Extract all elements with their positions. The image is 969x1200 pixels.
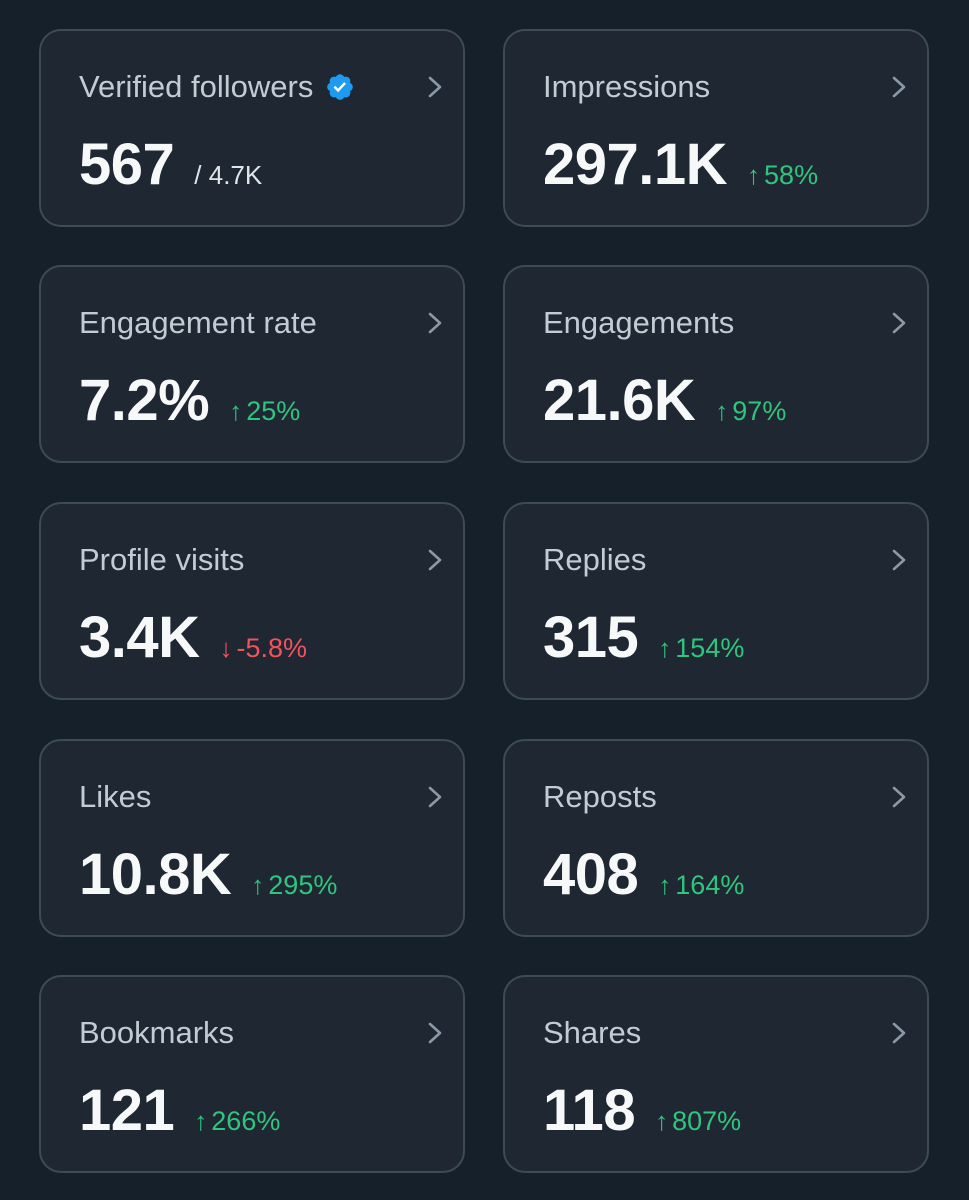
- delta-value: 97%: [732, 396, 787, 426]
- metric-row: 3.4K ↓ -5.8%: [79, 606, 307, 670]
- chevron-right-icon: [892, 76, 906, 98]
- chevron-right-icon: [428, 1022, 442, 1044]
- metric-delta: ↑ 164%: [658, 870, 744, 901]
- delta-value: 266%: [211, 1106, 281, 1136]
- metric-value: 567: [79, 132, 175, 197]
- card-impressions[interactable]: Impressions 297.1K ↑ 58%: [503, 29, 929, 227]
- card-shares[interactable]: Shares 118 ↑ 807%: [503, 975, 929, 1173]
- chevron-right-icon: [892, 549, 906, 571]
- metric-value: 10.8K: [79, 842, 232, 907]
- chevron-right-icon: [892, 1022, 906, 1044]
- card-profile-visits[interactable]: Profile visits 3.4K ↓ -5.8%: [39, 502, 465, 700]
- arrow-down-icon: ↓: [219, 633, 233, 663]
- arrow-up-icon: ↑: [747, 160, 761, 190]
- metric-row: 315 ↑ 154%: [543, 606, 744, 670]
- metric-row: 10.8K ↑ 295%: [79, 843, 337, 907]
- metric-row: 7.2% ↑ 25%: [79, 369, 300, 433]
- metric-delta: ↑ 266%: [194, 1106, 280, 1137]
- metric-delta: ↑ 58%: [747, 160, 818, 191]
- metric-delta: ↑ 154%: [658, 633, 744, 664]
- metric-value: 21.6K: [543, 368, 696, 433]
- arrow-up-icon: ↑: [251, 870, 265, 900]
- metric-row: 297.1K ↑ 58%: [543, 133, 818, 197]
- metric-value: 7.2%: [79, 368, 210, 433]
- arrow-up-icon: ↑: [658, 633, 672, 663]
- chevron-right-icon: [428, 549, 442, 571]
- arrow-up-icon: ↑: [194, 1106, 208, 1136]
- arrow-up-icon: ↑: [655, 1106, 669, 1136]
- delta-value: 25%: [246, 396, 301, 426]
- card-bookmarks[interactable]: Bookmarks 121 ↑ 266%: [39, 975, 465, 1173]
- verified-badge-icon: [327, 74, 354, 100]
- delta-value: 164%: [675, 870, 745, 900]
- chevron-right-icon: [428, 786, 442, 808]
- metric-row: 118 ↑ 807%: [543, 1079, 741, 1143]
- metric-value: 297.1K: [543, 132, 728, 197]
- metric-row: 567 / 4.7K: [79, 133, 262, 197]
- card-label: Reposts: [543, 779, 657, 814]
- card-reposts[interactable]: Reposts 408 ↑ 164%: [503, 739, 929, 937]
- metric-delta: ↑ 807%: [655, 1106, 741, 1137]
- metric-row: 21.6K ↑ 97%: [543, 369, 786, 433]
- delta-value: 154%: [675, 633, 745, 663]
- chevron-right-icon: [892, 312, 906, 334]
- card-replies[interactable]: Replies 315 ↑ 154%: [503, 502, 929, 700]
- metric-value: 315: [543, 605, 639, 670]
- metric-value: 3.4K: [79, 605, 200, 670]
- metric-row: 121 ↑ 266%: [79, 1079, 280, 1143]
- card-label: Verified followers: [79, 69, 355, 105]
- delta-value: 295%: [268, 870, 338, 900]
- metric-delta: ↑ 25%: [229, 396, 300, 427]
- chevron-right-icon: [428, 76, 442, 98]
- card-label: Likes: [79, 779, 152, 814]
- card-label: Engagement rate: [79, 305, 317, 340]
- card-likes[interactable]: Likes 10.8K ↑ 295%: [39, 739, 465, 937]
- card-label: Engagements: [543, 305, 735, 340]
- metric-delta: ↑ 97%: [715, 396, 786, 427]
- arrow-up-icon: ↑: [715, 396, 729, 426]
- metric-value: 408: [543, 842, 639, 907]
- metric-value: 121: [79, 1078, 175, 1143]
- delta-value: 807%: [672, 1106, 742, 1136]
- card-engagements[interactable]: Engagements 21.6K ↑ 97%: [503, 265, 929, 463]
- arrow-up-icon: ↑: [229, 396, 243, 426]
- delta-value: 58%: [764, 160, 819, 190]
- delta-value: -5.8%: [236, 633, 308, 663]
- card-label: Profile visits: [79, 542, 245, 577]
- arrow-up-icon: ↑: [658, 870, 672, 900]
- metric-total: / 4.7K: [194, 160, 263, 190]
- metric-delta: ↑ 295%: [251, 870, 337, 901]
- chevron-right-icon: [428, 312, 442, 334]
- card-label-text: Verified followers: [79, 69, 314, 104]
- card-label: Bookmarks: [79, 1015, 235, 1050]
- metric-delta: ↓ -5.8%: [220, 633, 308, 664]
- metric-value: 118: [543, 1078, 636, 1143]
- card-engagement-rate[interactable]: Engagement rate 7.2% ↑ 25%: [39, 265, 465, 463]
- chevron-right-icon: [892, 786, 906, 808]
- card-label: Impressions: [543, 69, 711, 104]
- metric-row: 408 ↑ 164%: [543, 843, 744, 907]
- card-label: Shares: [543, 1015, 642, 1050]
- card-label: Replies: [543, 542, 647, 577]
- card-verified-followers[interactable]: Verified followers 567 / 4.7K: [39, 29, 465, 227]
